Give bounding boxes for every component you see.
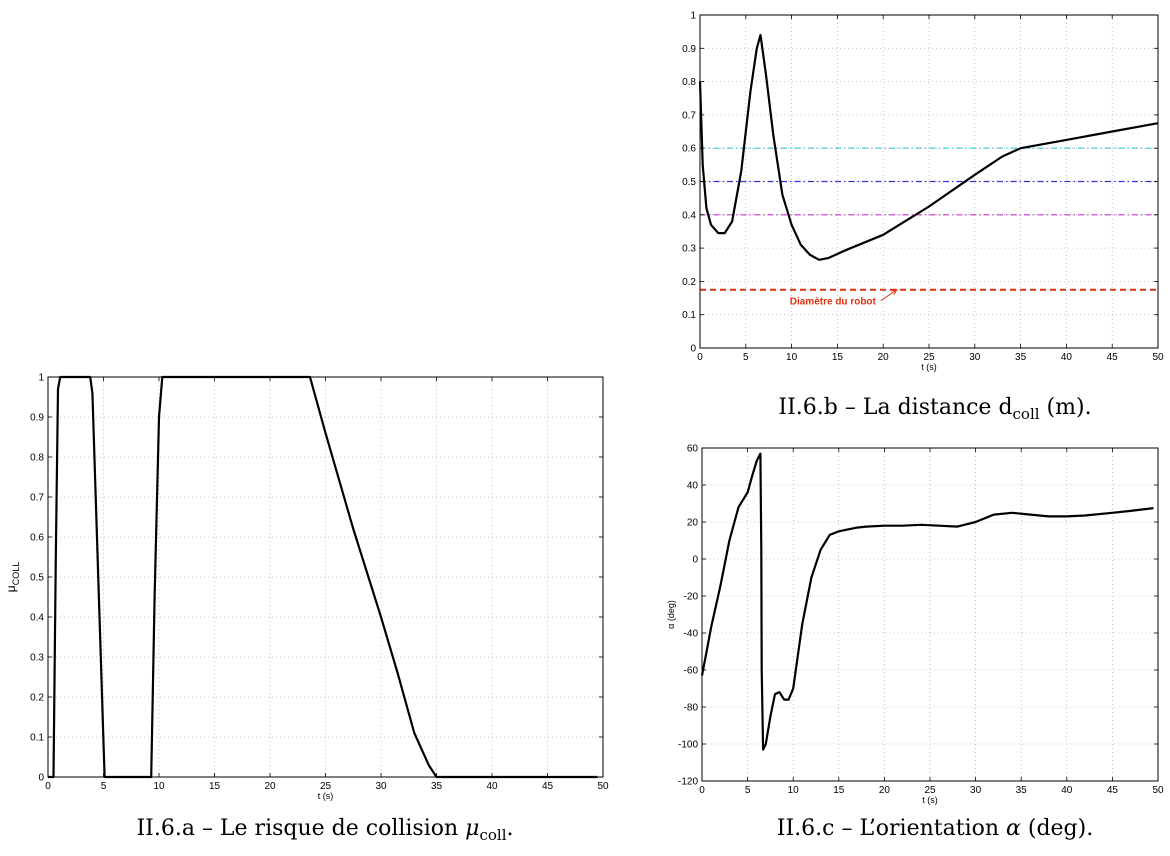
caption-b-prefix: II.6.b – La distance d <box>778 395 1013 420</box>
chart-panel-distance: 0 5 10 15 20 25 30 35 40 45 50 0 0.1 0.2 0.3 0.4 0.5 0.6 0… <box>660 0 1170 380</box>
y-tick-label: 0.6 <box>30 533 44 544</box>
x-axis-label: t (s) <box>922 795 938 805</box>
annotation-arrow <box>880 289 898 302</box>
y-tick-label: -40 <box>684 629 699 640</box>
x-tick-label: 30 <box>375 781 387 792</box>
x-tick-label: 45 <box>1107 785 1119 796</box>
x-axis-label: t (s) <box>318 791 334 801</box>
x-tick-label: 25 <box>320 781 332 792</box>
caption-c-suffix: (deg). <box>1020 816 1094 841</box>
y-tick-label: 0.8 <box>30 453 44 464</box>
y-tick-label: 0 <box>692 555 698 566</box>
axes-frame <box>701 447 1159 782</box>
x-tick-label: 10 <box>788 785 800 796</box>
x-tick-label: 20 <box>878 352 890 363</box>
x-tick-label: 5 <box>743 352 749 363</box>
y-axis-label: μCOLL <box>4 562 21 592</box>
caption-distance: II.6.b – La distance dcoll (m). <box>700 395 1170 423</box>
y-tick-label: 0.4 <box>682 210 696 221</box>
x-tick-label: 20 <box>879 785 891 796</box>
y-tick-label: 40 <box>687 481 699 492</box>
chart-panel-orientation: 0 5 10 15 20 25 30 35 40 45 50 -120 -100 -80 -60 -40 -20… <box>660 438 1170 810</box>
y-tick-label: 0.1 <box>682 310 696 321</box>
x-tick-label: 25 <box>923 352 935 363</box>
y-tick-label: 0.4 <box>30 613 44 624</box>
y-tick-label: 0.3 <box>682 244 696 255</box>
x-tick-label: 15 <box>833 785 845 796</box>
caption-collision-risk: II.6.a – Le risque de collision μcoll. <box>30 816 620 844</box>
y-tick-label: 1 <box>38 373 44 384</box>
x-tick-label: 0 <box>45 781 51 792</box>
x-tick-label: 30 <box>969 352 981 363</box>
y-axis-label-sub: COLL <box>11 562 21 586</box>
x-tick-label: 45 <box>542 781 554 792</box>
y-tick-label: -20 <box>684 592 699 603</box>
x-tick-label: 15 <box>209 781 221 792</box>
y-axis-label: α (deg) <box>666 600 676 629</box>
y-tick-label: 0.8 <box>682 77 696 88</box>
x-tick-label: 20 <box>264 781 276 792</box>
y-tick-label: 0.9 <box>30 413 44 424</box>
caption-c-symbol: α <box>1006 816 1021 841</box>
caption-c-prefix: II.6.c – L’orientation <box>776 816 1007 841</box>
caption-b-suffix: (m). <box>1039 395 1092 420</box>
y-tick-label: -80 <box>684 703 699 714</box>
y-tick-label: 60 <box>687 444 699 455</box>
x-tick-label: 0 <box>697 352 703 363</box>
x-tick-label: 40 <box>486 781 498 792</box>
x-tick-label: 0 <box>699 785 705 796</box>
y-tick-label: 0.7 <box>30 493 44 504</box>
y-tick-label: -100 <box>678 740 698 751</box>
y-tick-label: 0.5 <box>30 573 44 584</box>
x-tick-label: 30 <box>970 785 982 796</box>
x-tick-label: 10 <box>153 781 165 792</box>
y-tick-label: 0.6 <box>682 144 696 155</box>
x-tick-label: 45 <box>1107 352 1119 363</box>
y-tick-label: 0 <box>38 773 44 784</box>
x-tick-label: 35 <box>1016 785 1028 796</box>
y-tick-label: 20 <box>687 518 699 529</box>
chart-distance-svg: 0 5 10 15 20 25 30 35 40 45 50 0 0.1 0.2 0.3 0.4 0.5 0.6 0… <box>682 11 1164 373</box>
x-tick-label: 40 <box>1061 352 1073 363</box>
y-tick-label: 0.7 <box>682 110 696 121</box>
x-tick-label: 50 <box>597 781 609 792</box>
y-tick-label: 0.2 <box>30 693 44 704</box>
y-tick-label: -120 <box>678 777 698 788</box>
caption-b-sub: coll <box>1012 405 1040 423</box>
series-line-0 <box>48 375 598 779</box>
y-tick-label: 0.9 <box>682 44 696 55</box>
caption-a-prefix: II.6.a – Le risque de collision <box>136 816 466 841</box>
chart-orientation-svg: 0 5 10 15 20 25 30 35 40 45 50 -120 -100 -80 -60 -40 -20… <box>666 444 1164 806</box>
y-tick-label: 0.5 <box>682 177 696 188</box>
y-tick-label: 1 <box>690 11 696 22</box>
chart-panel-collision-risk: 0 5 10 15 20 25 30 35 40 45 50 0 0.1 0.2 0.3 0.4 0.5 0.6 0… <box>0 360 620 810</box>
x-tick-label: 35 <box>431 781 443 792</box>
caption-orientation: II.6.c – L’orientation α (deg). <box>700 816 1170 841</box>
annotation-arrowhead <box>890 289 899 296</box>
y-tick-label: 0.2 <box>682 277 696 288</box>
y-tick-label: 0.1 <box>30 733 44 744</box>
x-tick-label: 5 <box>745 785 751 796</box>
series-line-0 <box>698 33 1159 261</box>
annotation-label: Diamètre du robot <box>790 297 877 308</box>
x-tick-label: 35 <box>1015 352 1027 363</box>
x-tick-label: 40 <box>1061 785 1073 796</box>
chart-collision-risk-svg: 0 5 10 15 20 25 30 35 40 45 50 0 0.1 0.2 0.3 0.4 0.5 0.6 0… <box>4 373 609 802</box>
caption-a-sub: coll <box>479 826 507 844</box>
x-tick-label: 25 <box>924 785 936 796</box>
x-tick-label: 5 <box>101 781 107 792</box>
y-tick-label: 0.3 <box>30 653 44 664</box>
x-axis-label: t (s) <box>921 362 937 372</box>
y-tick-label: -60 <box>684 666 699 677</box>
y-tick-label: 0 <box>690 344 696 355</box>
x-tick-label: 50 <box>1152 352 1164 363</box>
x-tick-label: 10 <box>786 352 798 363</box>
x-tick-label: 50 <box>1152 785 1164 796</box>
caption-a-suffix: . <box>506 816 514 841</box>
x-tick-label: 15 <box>832 352 844 363</box>
caption-a-symbol: μ <box>465 816 480 841</box>
series-line-0 <box>700 452 1154 751</box>
